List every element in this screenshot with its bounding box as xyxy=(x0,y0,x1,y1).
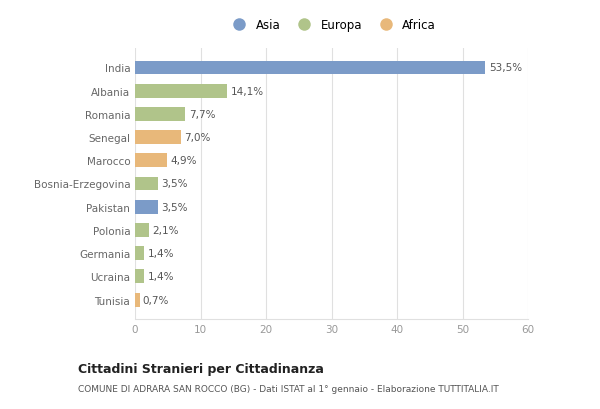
Bar xyxy=(135,108,185,121)
Bar xyxy=(135,85,227,99)
Text: 53,5%: 53,5% xyxy=(488,63,522,73)
Bar xyxy=(135,247,144,261)
Text: 7,7%: 7,7% xyxy=(189,110,215,119)
Bar xyxy=(135,270,144,283)
Bar xyxy=(135,154,167,168)
Bar xyxy=(135,131,181,145)
Text: 14,1%: 14,1% xyxy=(230,86,264,97)
Text: 3,5%: 3,5% xyxy=(161,179,188,189)
Legend: Asia, Europa, Africa: Asia, Europa, Africa xyxy=(223,14,440,37)
Bar xyxy=(135,177,158,191)
Text: 3,5%: 3,5% xyxy=(161,202,188,212)
Text: 4,9%: 4,9% xyxy=(170,156,197,166)
Text: 1,4%: 1,4% xyxy=(148,272,174,282)
Bar xyxy=(135,223,149,237)
Bar xyxy=(135,293,140,307)
Text: COMUNE DI ADRARA SAN ROCCO (BG) - Dati ISTAT al 1° gennaio - Elaborazione TUTTIT: COMUNE DI ADRARA SAN ROCCO (BG) - Dati I… xyxy=(78,384,499,393)
Text: Cittadini Stranieri per Cittadinanza: Cittadini Stranieri per Cittadinanza xyxy=(78,362,324,375)
Bar xyxy=(135,61,485,75)
Text: 1,4%: 1,4% xyxy=(148,249,174,258)
Text: 7,0%: 7,0% xyxy=(184,133,211,143)
Bar xyxy=(135,200,158,214)
Text: 0,7%: 0,7% xyxy=(143,295,169,305)
Text: 2,1%: 2,1% xyxy=(152,225,179,235)
